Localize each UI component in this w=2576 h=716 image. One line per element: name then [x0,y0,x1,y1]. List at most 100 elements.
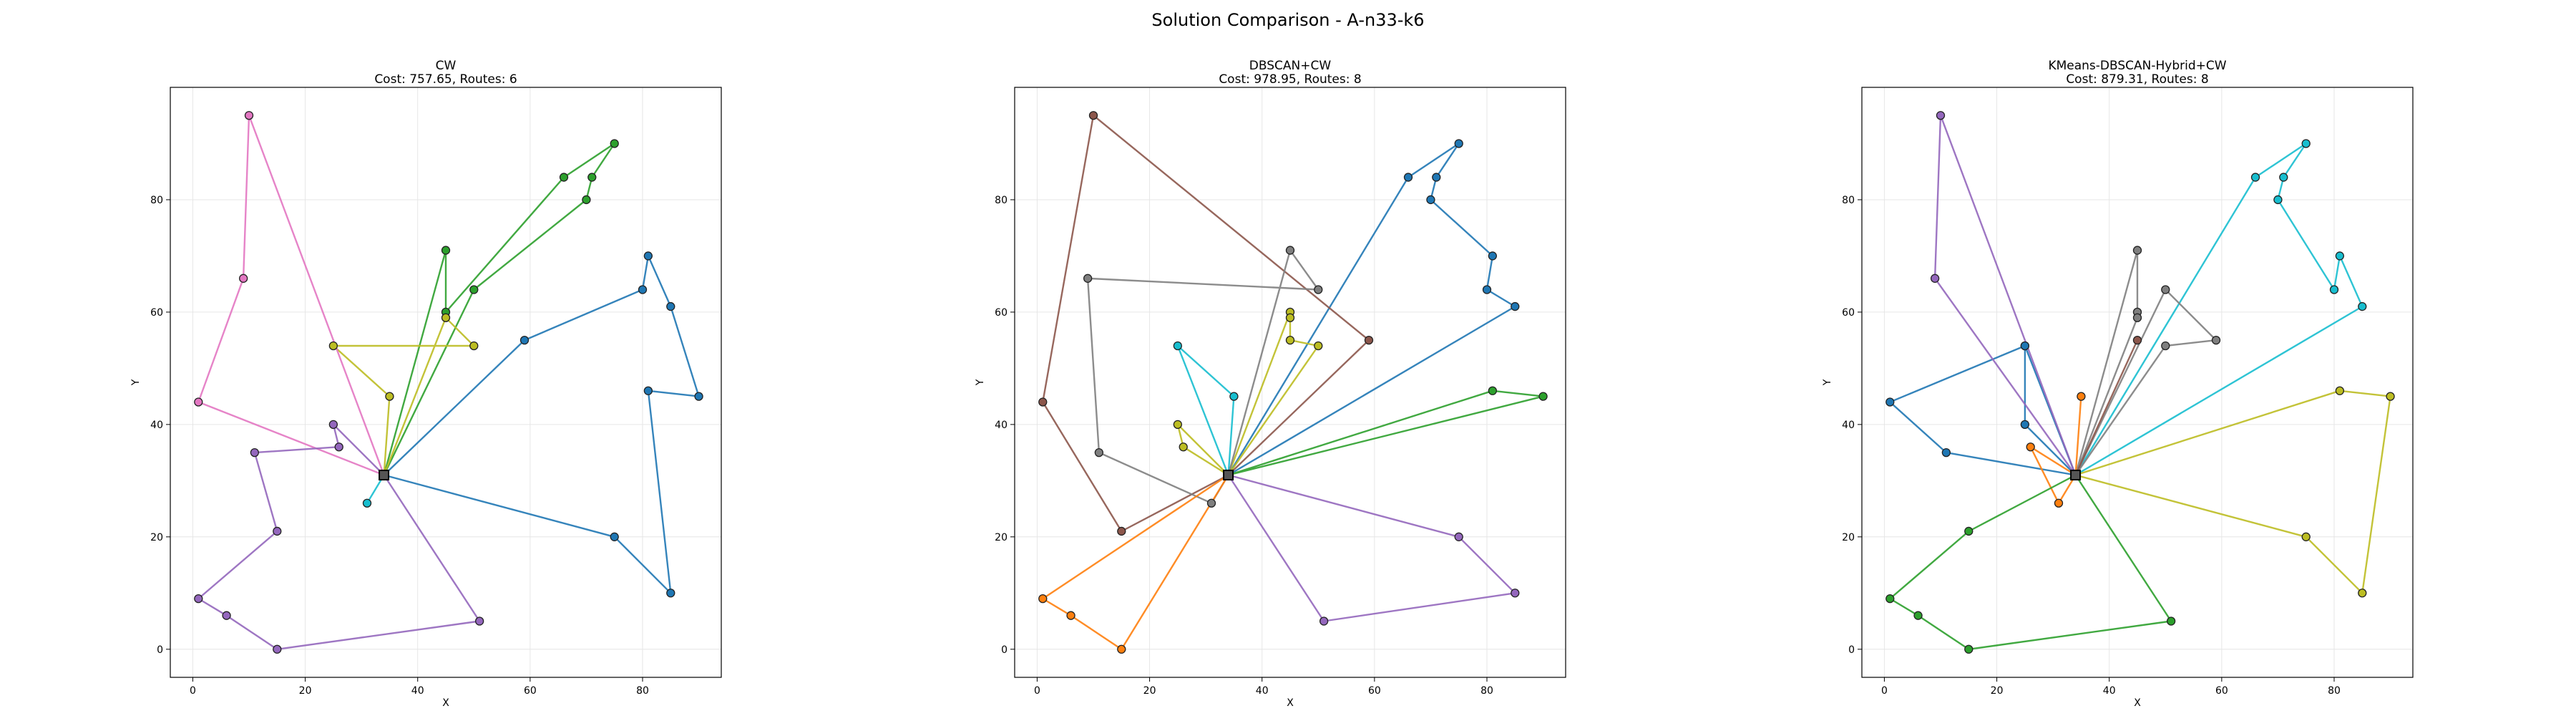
plot-frame [170,87,722,678]
customer-point [587,173,597,182]
customer-point [334,442,343,452]
route-line [1086,249,1319,504]
customer-point [273,644,282,654]
customer-point [1319,616,1329,626]
route-line [383,142,615,476]
chart-title: KMeans-DBSCAN-Hybrid+CW [2048,59,2226,73]
customer-point [1229,392,1239,401]
x-tick-label: 20 [1991,685,2004,697]
customer-point [610,532,619,541]
customer-point [1117,526,1126,536]
chart-title: CW [436,59,457,73]
customer-point [638,285,648,294]
customer-point [1482,285,1492,294]
customer-point [2273,195,2283,205]
route-line [1227,311,1319,476]
customer-point [2301,532,2311,541]
customer-point [1285,335,1295,345]
customer-point [1885,594,1895,604]
customer-point [1538,392,1548,401]
chart-subtitle: Cost: 879.31, Routes: 8 [2066,72,2208,87]
depot-marker [2070,469,2082,480]
customer-point [1426,195,1435,205]
customer-point [469,341,479,351]
customer-point [1511,589,1520,598]
customer-point [244,111,254,120]
customer-point [1038,594,1048,604]
route-line [1889,344,2077,476]
x-axis-label: X [442,697,449,709]
customer-point [1173,420,1183,430]
x-tick-label: 40 [1256,685,1269,697]
customer-point [2020,420,2030,430]
route-line [1042,474,1229,650]
y-tick-label: 20 [995,532,1008,543]
y-axis-label: Y [975,379,986,386]
route-line [1227,474,1516,622]
x-tick-label: 20 [299,685,312,697]
customer-point [1488,386,1498,395]
y-tick-label: 20 [1842,532,1855,543]
y-tick-label: 0 [1001,644,1008,656]
customer-point [666,589,675,598]
x-tick-label: 0 [1034,685,1040,697]
customer-point [1206,498,1216,508]
x-axis-label: X [1287,697,1294,709]
route-line [2029,446,2077,504]
customer-point [2161,341,2170,351]
customer-point [441,313,451,322]
customer-point [1432,173,1441,182]
customer-point [666,301,675,311]
x-tick-label: 80 [1480,685,1493,697]
y-tick-label: 40 [1842,420,1855,431]
route-line [197,423,481,650]
customer-point [1454,532,1463,541]
customer-point [1314,285,1323,294]
route-line [1227,142,1516,476]
customer-point [519,335,530,345]
customer-point [1066,611,1075,620]
y-tick-label: 80 [995,195,1008,206]
y-tick-label: 20 [150,532,163,543]
route-line [197,114,385,476]
route-line [1889,474,2172,650]
customer-point [643,386,653,395]
customer-point [2358,589,2367,598]
customer-point [1941,448,1951,458]
customer-point [1314,341,1323,351]
customer-point [2279,173,2288,182]
customer-point [1088,111,1098,120]
customer-point [1964,644,1974,654]
x-tick-label: 40 [2103,685,2116,697]
customer-point [273,526,282,536]
chart-subtitle: Cost: 757.65, Routes: 6 [374,72,517,87]
y-tick-label: 60 [995,307,1008,319]
customer-point [2301,139,2311,148]
route-line [1933,114,2077,476]
route-line [332,316,475,475]
x-tick-label: 40 [411,685,424,697]
y-axis-label: Y [1822,379,1833,386]
route-line [383,255,700,594]
y-tick-label: 60 [1842,307,1855,319]
customer-point [1511,301,1520,311]
customer-point [1364,335,1374,345]
customer-point [610,139,619,148]
y-tick-label: 0 [157,644,163,656]
customer-point [362,498,372,508]
customer-point [1930,274,1940,283]
customer-point [2020,341,2030,351]
customer-point [474,616,484,626]
customer-point [2132,313,2142,322]
y-tick-label: 40 [995,420,1008,431]
customer-point [1083,274,1093,283]
customer-point [2386,392,2395,401]
x-axis-label: X [2134,697,2141,709]
y-tick-label: 80 [150,195,163,206]
customer-point [559,173,569,182]
x-tick-label: 60 [1368,685,1381,697]
customer-point [1454,139,1463,148]
